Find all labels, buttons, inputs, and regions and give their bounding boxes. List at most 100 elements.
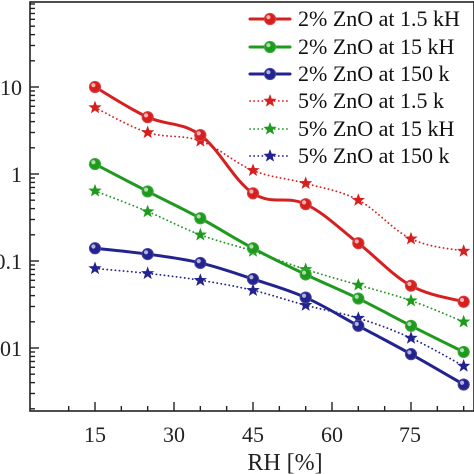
series-layer <box>88 80 471 391</box>
series-3-point-3-highlight <box>196 259 201 264</box>
legend-symbol-6 <box>263 149 277 162</box>
series-3-point-5 <box>299 291 312 304</box>
series-1-line <box>93 85 466 304</box>
x-tick-label-75: 75 <box>399 422 421 447</box>
x-tick-label-30: 30 <box>163 422 185 447</box>
series-5-point-2 <box>141 204 155 218</box>
x-tick-label-45: 45 <box>242 422 264 447</box>
legend-label-1: 2% ZnO at 1.5 kH <box>298 6 460 31</box>
legend-marker-5 <box>249 122 291 135</box>
legend-label-3: 2% ZnO at 150 k <box>298 61 450 86</box>
legend-label-2: 2% ZnO at 15 kH <box>298 34 455 59</box>
series-1 <box>88 80 470 308</box>
series-3-point-7 <box>404 348 418 361</box>
series-3-point-5-highlight <box>301 293 307 298</box>
series-1-point-1 <box>88 80 102 94</box>
series-5-point-1 <box>88 183 102 197</box>
series-6-point-6 <box>351 311 365 324</box>
legend-marker-2 <box>248 40 292 54</box>
series-3-point-2-highlight <box>143 250 149 255</box>
series-2-point-4-highlight <box>249 244 254 249</box>
series-6-point-5 <box>299 298 313 311</box>
legend-symbol-2 <box>263 40 277 54</box>
series-4-point-5 <box>299 176 313 190</box>
series-1-point-8-highlight <box>459 297 465 303</box>
series-1-point-6-highlight <box>354 239 359 244</box>
legend-entry-1: 2% ZnO at 1.5 kH <box>248 6 460 31</box>
series-3-point-4-highlight <box>249 275 254 280</box>
series-2-point-4 <box>246 242 260 255</box>
legend-marker-1 <box>248 12 292 26</box>
series-6 <box>88 261 471 372</box>
series-2-point-6 <box>352 292 365 305</box>
series-3-point-4 <box>246 272 260 286</box>
legend-label-6: 5% ZnO at 150 k <box>298 143 450 168</box>
series-6-point-8 <box>457 359 471 372</box>
series-2-point-6-highlight <box>354 294 359 299</box>
series-4-point-8 <box>457 244 471 257</box>
series-3-point-7-highlight <box>407 350 412 355</box>
series-1-point-6 <box>352 237 365 250</box>
legend-marker-3 <box>248 67 292 81</box>
series-2-point-3-highlight <box>196 214 201 219</box>
series-2 <box>88 157 470 359</box>
series-3-point-3 <box>194 256 207 270</box>
legend-symbol-3-highlight <box>266 70 271 75</box>
series-4-point-7 <box>404 231 418 245</box>
series-2-point-5-highlight <box>301 270 307 275</box>
legend: 2% ZnO at 1.5 kH 2% ZnO at 15 kH 2% ZnO … <box>248 6 460 168</box>
legend-label-5: 5% ZnO at 15 kH <box>298 116 455 141</box>
legend-label-4: 5% ZnO at 1.5 k <box>298 88 444 113</box>
series-3-point-8 <box>457 378 470 391</box>
series-4-point-6 <box>351 193 365 206</box>
series-1-point-3-highlight <box>196 131 201 136</box>
legend-symbol-3 <box>263 67 277 81</box>
series-1-point-5 <box>299 198 312 211</box>
series-6-point-4 <box>246 283 260 296</box>
series-3-point-2 <box>141 248 154 261</box>
y-tick-label-10: 10 <box>0 75 22 100</box>
legend-entry-2: 2% ZnO at 15 kH <box>248 34 455 59</box>
series-6-point-2 <box>141 266 155 280</box>
series-5-point-3 <box>193 227 207 241</box>
legend-symbol-2-highlight <box>266 43 271 48</box>
legend-entry-3: 2% ZnO at 150 k <box>248 61 450 86</box>
series-1-point-2 <box>141 111 154 124</box>
series-1-point-2-highlight <box>143 113 149 118</box>
series-1-point-7 <box>404 279 418 292</box>
legend-symbol-1-highlight <box>266 15 271 20</box>
series-5-point-6 <box>351 277 365 291</box>
series-2-point-2-highlight <box>143 187 149 192</box>
legend-symbol-4 <box>263 94 277 107</box>
series-1-point-3 <box>194 128 207 142</box>
series-2-point-8-highlight <box>459 348 465 353</box>
x-tick-label-60: 60 <box>321 422 343 447</box>
legend-marker-4 <box>249 94 291 107</box>
series-2-point-7-highlight <box>407 321 412 327</box>
y-tick-label-0.1: 0.1 <box>0 249 22 274</box>
legend-symbol-5 <box>263 122 277 135</box>
series-1-point-4 <box>246 187 260 200</box>
series-5-point-8 <box>457 314 471 328</box>
series-6-point-7 <box>404 331 418 344</box>
y-tick-label-0.01: .01 <box>0 336 22 361</box>
series-2-point-1-highlight <box>91 160 96 165</box>
x-axis-title: RH [%] <box>247 450 322 474</box>
legend-entry-4: 5% ZnO at 1.5 k <box>249 88 444 113</box>
series-4-point-2 <box>141 125 155 139</box>
legend-entry-6: 5% ZnO at 150 k <box>249 143 450 168</box>
series-2-point-8 <box>457 345 470 359</box>
series-2-point-2 <box>141 185 154 198</box>
series-6-point-3 <box>193 273 207 286</box>
series-1-point-5-highlight <box>301 200 307 205</box>
series-1-point-7-highlight <box>407 281 412 287</box>
x-tick-marks <box>67 402 465 411</box>
series-3-point-8-highlight <box>459 380 465 385</box>
series-3-point-6 <box>352 319 365 332</box>
series-2-point-5 <box>299 268 312 281</box>
series-2-point-7 <box>404 319 418 332</box>
series-6-point-1 <box>88 261 102 275</box>
series-3-point-6-highlight <box>354 321 359 327</box>
plot-frame <box>29 1 474 412</box>
